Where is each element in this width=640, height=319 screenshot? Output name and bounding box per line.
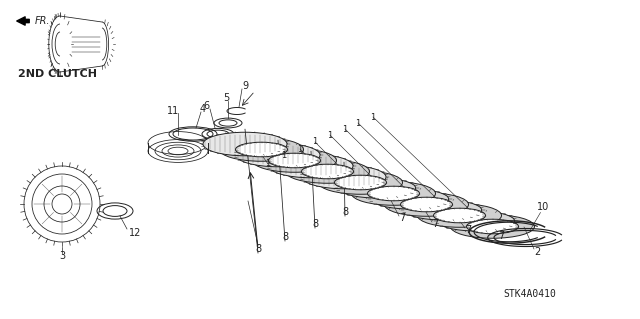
- Text: 11: 11: [167, 106, 179, 116]
- Text: 10: 10: [538, 203, 550, 212]
- Text: 1: 1: [355, 118, 360, 128]
- Text: 9: 9: [242, 81, 248, 91]
- Text: 5: 5: [223, 93, 229, 103]
- Ellipse shape: [404, 200, 482, 220]
- Ellipse shape: [351, 182, 435, 205]
- Text: 8: 8: [342, 207, 348, 217]
- Text: 7: 7: [465, 225, 471, 235]
- Text: 7: 7: [399, 213, 405, 223]
- Ellipse shape: [417, 204, 502, 227]
- Text: 2ND CLUTCH: 2ND CLUTCH: [18, 69, 97, 79]
- Ellipse shape: [433, 208, 486, 223]
- Text: 8: 8: [255, 244, 261, 254]
- Ellipse shape: [203, 132, 287, 156]
- Text: 12: 12: [129, 228, 141, 238]
- Ellipse shape: [236, 143, 320, 167]
- Text: 6: 6: [203, 101, 209, 111]
- Text: STK4A0410: STK4A0410: [504, 289, 556, 299]
- Ellipse shape: [253, 149, 337, 172]
- Ellipse shape: [385, 193, 468, 216]
- Text: 1: 1: [298, 145, 303, 153]
- Text: 3: 3: [59, 251, 65, 261]
- Ellipse shape: [302, 165, 386, 189]
- Text: 1: 1: [312, 137, 317, 146]
- Ellipse shape: [220, 138, 303, 161]
- Text: 8: 8: [312, 219, 318, 229]
- Ellipse shape: [236, 142, 287, 157]
- Ellipse shape: [451, 215, 534, 238]
- Text: 8: 8: [282, 232, 288, 242]
- Text: 2: 2: [534, 247, 540, 257]
- Text: 1: 1: [328, 130, 333, 139]
- Ellipse shape: [401, 197, 452, 212]
- Ellipse shape: [269, 153, 321, 168]
- Ellipse shape: [335, 175, 387, 190]
- Text: 1: 1: [342, 124, 348, 133]
- Ellipse shape: [285, 160, 369, 183]
- Ellipse shape: [371, 189, 449, 209]
- Ellipse shape: [319, 171, 403, 194]
- Text: FR.: FR.: [35, 16, 51, 26]
- Ellipse shape: [339, 178, 415, 198]
- Ellipse shape: [367, 186, 419, 201]
- Ellipse shape: [437, 211, 515, 231]
- Text: 4: 4: [200, 104, 206, 114]
- Text: 1: 1: [282, 152, 287, 160]
- Ellipse shape: [467, 219, 518, 234]
- Text: 7: 7: [498, 231, 504, 241]
- Text: 1: 1: [266, 160, 271, 168]
- Ellipse shape: [301, 164, 353, 179]
- Text: 7: 7: [432, 219, 438, 229]
- Ellipse shape: [269, 154, 353, 178]
- Text: 1: 1: [371, 113, 376, 122]
